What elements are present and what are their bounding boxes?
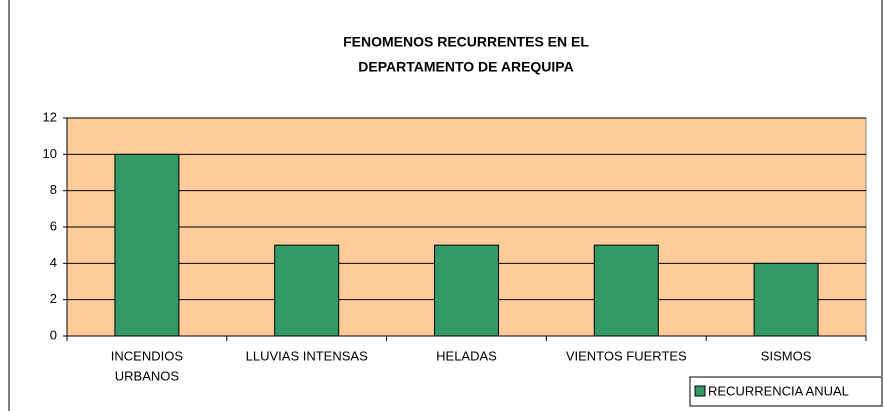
y-tick-label: 2	[50, 291, 57, 306]
chart-title: DEPARTAMENTO DE AREQUIPA	[358, 59, 573, 75]
x-tick-label: SISMOS	[761, 348, 812, 363]
chart-title: FENOMENOS RECURRENTES EN EL	[343, 34, 589, 50]
bar	[753, 262, 819, 337]
x-tick-label: HELADAS	[436, 348, 497, 363]
x-tick-label: VIENTOS FUERTES	[566, 348, 687, 363]
y-tick-label: 12	[43, 109, 57, 124]
bar	[114, 153, 180, 337]
legend-swatch	[694, 385, 706, 397]
y-tick-label: 10	[43, 146, 57, 161]
y-tick-label: 0	[50, 327, 57, 342]
y-tick-label: 4	[50, 255, 57, 270]
bar	[274, 244, 340, 337]
bar	[434, 244, 499, 337]
x-tick-label: URBANOS	[115, 368, 180, 383]
x-tick-label: INCENDIOS	[111, 348, 184, 363]
legend-box	[689, 376, 883, 407]
bar	[593, 244, 659, 337]
y-tick-label: 8	[50, 182, 57, 197]
y-tick-label: 6	[50, 218, 57, 233]
x-tick-label: LLUVIAS INTENSAS	[246, 348, 368, 363]
legend-label: RECURRENCIA ANUAL	[708, 383, 849, 398]
